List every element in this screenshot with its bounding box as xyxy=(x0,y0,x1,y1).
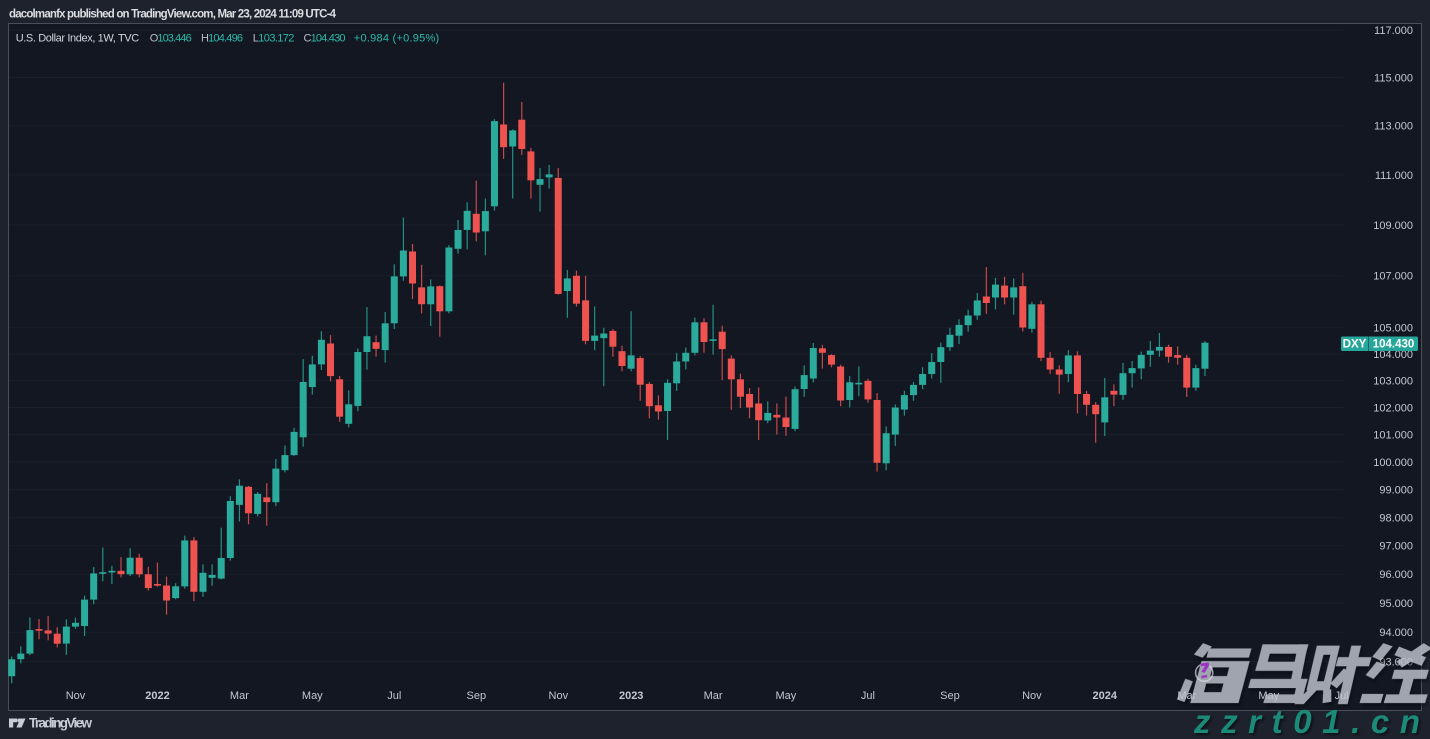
svg-text:2023: 2023 xyxy=(619,690,643,702)
svg-text:95.000: 95.000 xyxy=(1379,598,1413,610)
svg-text:107.000: 107.000 xyxy=(1373,271,1413,283)
svg-text:94.000: 94.000 xyxy=(1379,627,1413,639)
svg-text:104.000: 104.000 xyxy=(1373,349,1413,361)
svg-text:Sep: Sep xyxy=(467,690,487,702)
svg-text:U.S. Dollar Index, 1W, TVC: U.S. Dollar Index, 1W, TVC xyxy=(16,32,140,44)
svg-text:115.000: 115.000 xyxy=(1374,72,1413,84)
svg-text:dacolmanfx published on Tradin: dacolmanfx published on TradingView.com,… xyxy=(9,9,337,21)
svg-text:96.000: 96.000 xyxy=(1379,569,1413,581)
svg-text:101.000: 101.000 xyxy=(1373,430,1413,442)
svg-text:Sep: Sep xyxy=(940,690,960,702)
svg-text:103.000: 103.000 xyxy=(1373,376,1413,388)
svg-text:117.000: 117.000 xyxy=(1374,25,1413,37)
svg-text:Jul: Jul xyxy=(387,690,401,702)
svg-text:Nov: Nov xyxy=(549,690,569,702)
svg-text:Jul: Jul xyxy=(861,690,875,702)
svg-text:Mar: Mar xyxy=(704,690,723,702)
svg-text:May: May xyxy=(302,690,323,702)
svg-text:May: May xyxy=(776,690,797,702)
svg-text:C104.430: C104.430 xyxy=(304,32,346,44)
svg-text:99.000: 99.000 xyxy=(1379,485,1413,497)
svg-text:Nov: Nov xyxy=(66,690,86,702)
svg-text:102.000: 102.000 xyxy=(1373,402,1413,414)
svg-text:100.000: 100.000 xyxy=(1373,457,1413,469)
svg-text:DXY: DXY xyxy=(1343,339,1367,351)
svg-text:L103.172: L103.172 xyxy=(253,32,295,44)
svg-text:111.000: 111.000 xyxy=(1375,170,1413,182)
svg-text:Nov: Nov xyxy=(1022,690,1042,702)
svg-text:O103.446: O103.446 xyxy=(150,32,192,44)
svg-text:Mar: Mar xyxy=(230,690,249,702)
svg-text:2024: 2024 xyxy=(1093,690,1118,702)
svg-text:TradingView: TradingView xyxy=(29,716,92,731)
svg-text:2022: 2022 xyxy=(145,690,169,702)
svg-text:Mar: Mar xyxy=(1177,690,1196,702)
svg-text:104.430: 104.430 xyxy=(1373,339,1415,351)
svg-text:H104.496: H104.496 xyxy=(201,32,243,44)
svg-text:105.000: 105.000 xyxy=(1373,323,1413,335)
svg-text:109.000: 109.000 xyxy=(1373,220,1413,232)
svg-text:zzrt01.cn: zzrt01.cn xyxy=(1193,703,1420,739)
svg-text:113.000: 113.000 xyxy=(1374,121,1413,133)
svg-text:+0.984 (+0.95%): +0.984 (+0.95%) xyxy=(354,32,439,44)
svg-text:May: May xyxy=(1258,690,1279,702)
svg-text:Jul: Jul xyxy=(1335,690,1349,702)
svg-text:98.000: 98.000 xyxy=(1379,513,1413,525)
svg-text:97.000: 97.000 xyxy=(1379,541,1413,553)
